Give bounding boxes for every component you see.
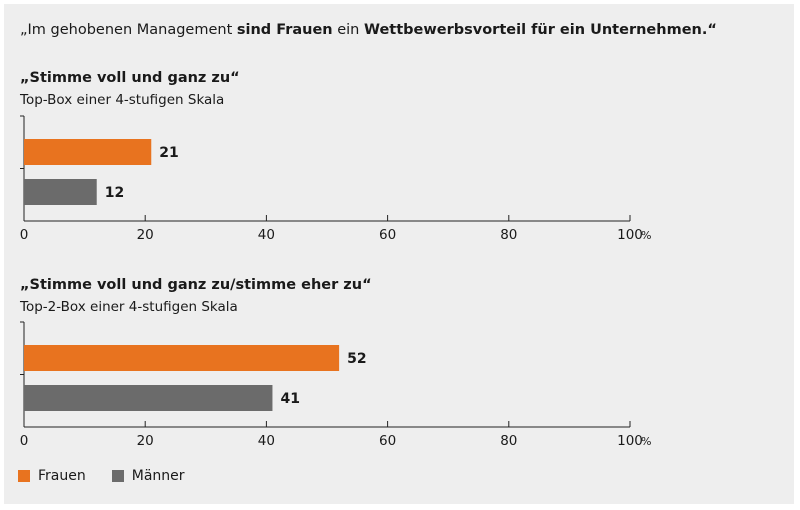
panel2-x-tick-label: 100 bbox=[617, 433, 643, 449]
panel2-x-tick-label: 20 bbox=[137, 433, 154, 449]
panel2-title: „Stimme voll und ganz zu/stimme eher zu“ bbox=[20, 277, 372, 293]
panel2-x-tick-label: 60 bbox=[379, 433, 396, 449]
headline-part: Wettbewerbsvorteil für ein Unternehmen.“ bbox=[363, 22, 717, 38]
panel1-x-tick-label: 100 bbox=[617, 227, 643, 243]
panel2-x-unit: % bbox=[641, 435, 651, 448]
panel1-x-tick-label: 40 bbox=[258, 227, 275, 243]
headline-part: sind Frauen bbox=[236, 22, 333, 38]
panel1-x-unit: % bbox=[641, 229, 651, 242]
panel1-bar-1 bbox=[24, 179, 97, 205]
panel2-x-tick-label: 80 bbox=[500, 433, 517, 449]
panel1-x-tick-label: 0 bbox=[20, 227, 29, 243]
panel1-data-label-1: 12 bbox=[105, 185, 124, 201]
headline: „Im gehobenen Management sind Frauen ein… bbox=[20, 22, 717, 38]
panel1-x-tick-label: 60 bbox=[379, 227, 396, 243]
legend-label-frauen: Frauen bbox=[38, 468, 86, 484]
panel2-subtitle: Top-2-Box einer 4-stufigen Skala bbox=[20, 299, 238, 315]
legend-swatch-maenner bbox=[111, 470, 124, 482]
headline-part: ein bbox=[332, 22, 364, 38]
legend-label-maenner: Männer bbox=[131, 468, 185, 484]
panel1-title: „Stimme voll und ganz zu“ bbox=[20, 70, 240, 86]
panel1-data-label-0: 21 bbox=[159, 145, 178, 161]
legend: Frauen Männer bbox=[18, 468, 211, 484]
legend-swatch-frauen bbox=[18, 470, 30, 482]
panel2-data-label-0: 52 bbox=[347, 351, 366, 367]
panel1-subtitle: Top-Box einer 4-stufigen Skala bbox=[20, 92, 225, 108]
panel1-chart: 0 20 40 60 80 100% 21 12 bbox=[20, 115, 651, 243]
panel1-x-tick-label: 20 bbox=[137, 227, 154, 243]
panel2-x-tick-label: 0 bbox=[20, 433, 29, 449]
panel2-bar-0 bbox=[24, 345, 340, 371]
panel2-x-tick-label: 40 bbox=[258, 433, 275, 449]
panel2-bar-1 bbox=[24, 385, 273, 411]
legend-item-frauen: Frauen bbox=[18, 468, 86, 484]
headline-part: „Im gehobenen Management bbox=[20, 22, 237, 38]
legend-item-maenner: Männer bbox=[111, 468, 185, 484]
panel2-chart: 0 20 40 60 80 100% 52 41 bbox=[20, 321, 651, 449]
chart-frame: „Im gehobenen Management sind Frauen ein… bbox=[4, 4, 794, 504]
panel2-data-label-1: 41 bbox=[280, 391, 299, 407]
panel1-bar-0 bbox=[24, 139, 152, 165]
panel1-x-tick-label: 80 bbox=[500, 227, 517, 243]
